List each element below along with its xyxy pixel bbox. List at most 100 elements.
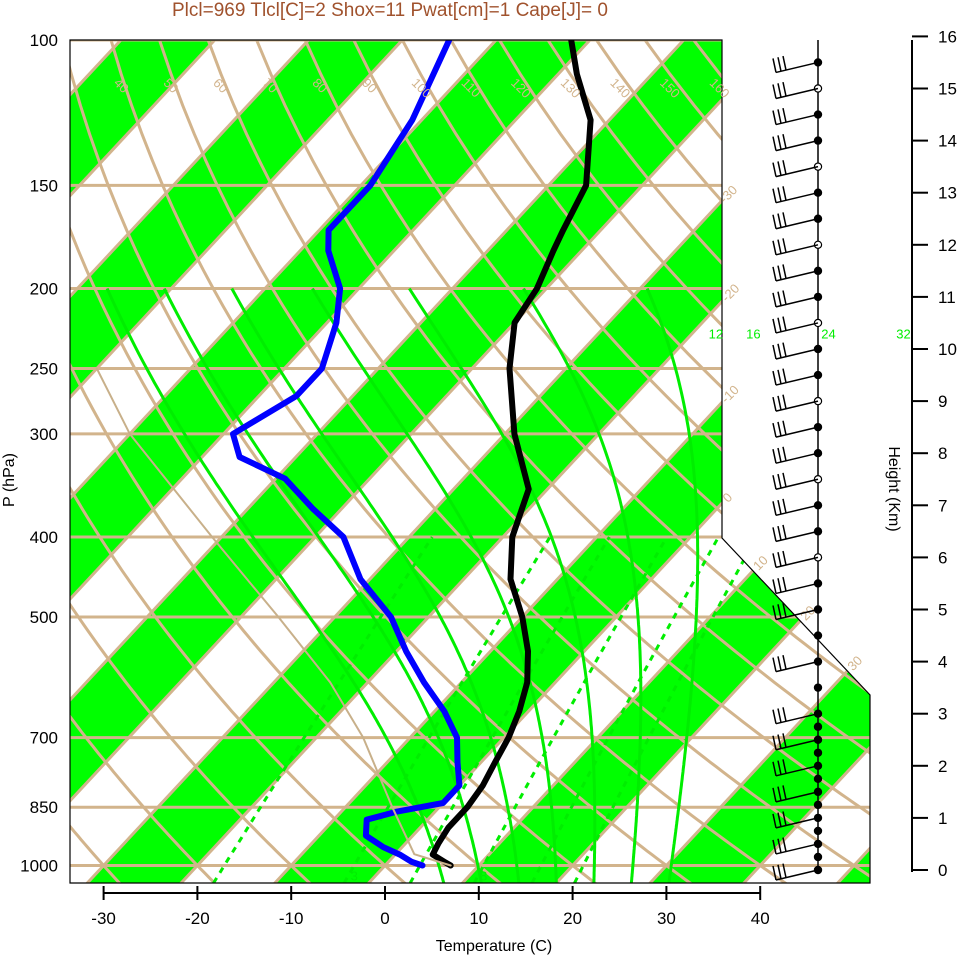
- x-axis-title: Temperature (C): [436, 938, 552, 955]
- wind-barb-feather: [782, 212, 787, 227]
- height-tick-label: 8: [938, 444, 947, 463]
- height-tick-label: 15: [938, 80, 957, 99]
- wind-marker: [813, 722, 823, 731]
- wind-barb-feather: [777, 213, 782, 228]
- dry-adiabat-line: [70, 40, 329, 883]
- mixing-ratio-line: [573, 536, 758, 883]
- dry-adiabat-line: [382, 40, 870, 883]
- wind-barb: [775, 270, 819, 282]
- moist-adiabat-line: [105, 287, 446, 883]
- chart-title: Plcl=969 Tlcl[C]=2 Shox=11 Pwat[cm]=1 Ca…: [172, 0, 608, 21]
- wind-marker: [813, 748, 823, 757]
- temperature-line: [429, 40, 594, 869]
- x-tick-label: -20: [185, 909, 210, 928]
- wind-barb: [775, 322, 819, 334]
- wind-barb-feather: [772, 266, 777, 282]
- height-tick-label: 1: [938, 809, 947, 828]
- wind-barb: [775, 296, 819, 308]
- wind-barb-feather: [782, 785, 787, 800]
- wind-barb: [775, 191, 819, 204]
- wind-barb: [775, 869, 819, 881]
- mixing-ratio-line: [342, 536, 552, 883]
- wind-barb-feather: [772, 214, 777, 229]
- wind-barb-feather: [772, 240, 777, 255]
- wind-barb-feather: [777, 83, 782, 98]
- wind-barb-feather: [777, 473, 782, 489]
- pressure-tick-label: 300: [30, 425, 58, 444]
- wind-barb-feather: [782, 472, 787, 488]
- wind-barb-feather: [777, 552, 782, 567]
- pressure-tick-label: 400: [30, 528, 58, 547]
- isotherm-line: [70, 40, 478, 883]
- wind-barb-feather: [777, 57, 782, 72]
- wind-barb-feather: [782, 316, 787, 331]
- wind-barb-feather: [777, 395, 782, 411]
- isotherm-line: [70, 40, 291, 883]
- height-tick-label: 6: [938, 548, 947, 567]
- pressure-tick-label: 700: [30, 729, 58, 748]
- x-tick-label: 20: [563, 909, 582, 928]
- wind-barb-feather: [782, 498, 787, 514]
- wind-barb: [775, 817, 819, 829]
- wind-barb: [775, 791, 819, 803]
- wind-barb-feather: [782, 264, 787, 279]
- isotherm-label: 10: [750, 552, 771, 573]
- wind-marker: [813, 631, 823, 640]
- wind-barb-feather: [782, 811, 787, 826]
- wind-barb-feather: [782, 655, 787, 670]
- wind-barb-feather: [782, 160, 787, 175]
- parcel-line: [95, 367, 452, 867]
- wind-barb-feather: [777, 187, 782, 202]
- pressure-tick-label: 250: [30, 360, 58, 379]
- mixing-ratio-label: 16: [746, 327, 760, 342]
- wind-barb: [775, 739, 819, 751]
- height-tick-label: 3: [938, 705, 947, 724]
- wind-barb-feather: [777, 708, 782, 723]
- wind-barb-feather: [772, 110, 777, 125]
- wind-barb-feather: [782, 420, 787, 435]
- wind-barb-feather: [772, 162, 777, 177]
- wind-barb-feather: [777, 109, 782, 124]
- isotherm-line: [618, 40, 870, 883]
- isotherm-line: [149, 40, 870, 883]
- isotherm-line: [70, 40, 385, 883]
- dry-adiabat-line: [193, 40, 870, 883]
- wind-barb: [775, 374, 819, 386]
- wind-barb: [775, 218, 819, 230]
- wind-barb: [775, 61, 819, 74]
- wind-barb-feather: [772, 344, 777, 360]
- wind-barb-feather: [772, 84, 777, 99]
- wind-barb: [775, 556, 819, 569]
- x-tick-label: -30: [91, 909, 116, 928]
- x-tick-label: 30: [657, 909, 676, 928]
- x-axis: -30 -20 -10 0 10 20 30 40: [91, 886, 770, 928]
- wind-barb-feather: [777, 838, 782, 853]
- wind-barb: [775, 165, 819, 178]
- wind-barb-feather: [782, 368, 787, 383]
- wind-barb-feather: [777, 343, 782, 358]
- wind-barb-feather: [772, 865, 777, 881]
- wind-marker: [813, 852, 823, 862]
- x-tick-label: -10: [279, 909, 304, 928]
- wind-barb-feather: [782, 134, 787, 149]
- wind-barb-feather: [777, 421, 782, 437]
- wind-barb: [775, 660, 819, 673]
- wind-barb-feather: [777, 656, 782, 671]
- dry-adiabat-line: [70, 40, 522, 883]
- mixing-ratio-lines: [212, 536, 758, 883]
- moist-adiabat-line: [162, 287, 483, 883]
- isotherm-line: [524, 40, 870, 883]
- wind-barb-feather: [777, 734, 782, 749]
- wind-barb-feather: [782, 837, 787, 852]
- mixing-ratio-line: [212, 536, 434, 883]
- wind-barb-feather: [782, 238, 787, 253]
- mixing-ratio-label: 3: [351, 869, 358, 884]
- isotherm-band: [70, 40, 665, 883]
- dry-adiabat-line: [70, 40, 425, 883]
- wind-barb-feather: [782, 55, 787, 71]
- wind-barb-feather: [772, 370, 777, 386]
- wind-barb: [775, 582, 819, 595]
- wind-barb-feather: [777, 760, 782, 775]
